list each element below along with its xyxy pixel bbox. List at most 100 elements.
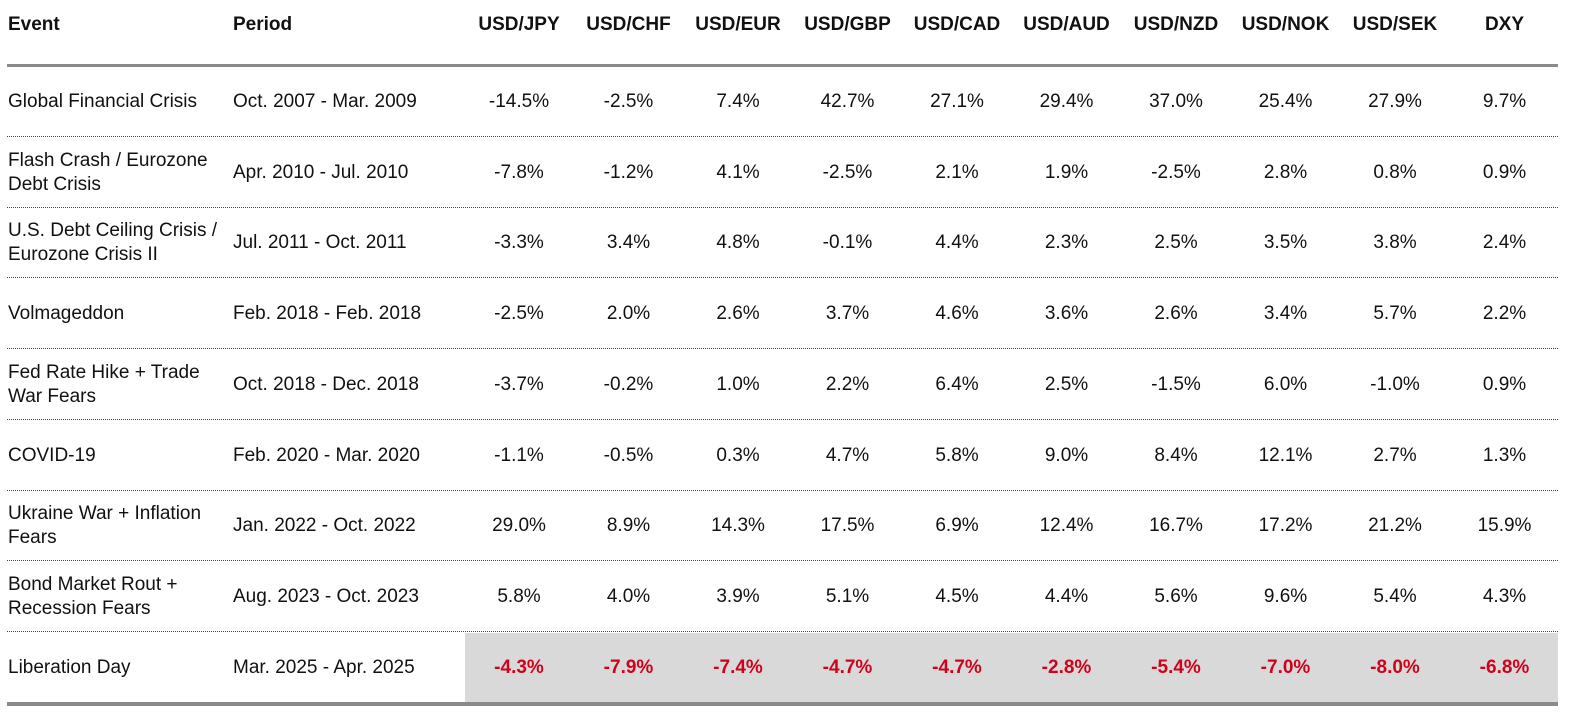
table-cell: Fed Rate Hike + Trade War Fears	[8, 361, 200, 407]
table-cell: 42.7%	[820, 91, 875, 112]
row-divider	[7, 630, 1558, 632]
column-header: USD/CHF	[586, 14, 671, 35]
highlight-band	[465, 632, 1558, 702]
table-cell: -6.8%	[1479, 656, 1530, 678]
table-cell: 2.2%	[825, 373, 870, 395]
table-cell: Jul. 2011 - Oct. 2011	[233, 232, 407, 254]
table-cell: -1.1%	[494, 444, 544, 466]
table-cell: 2.0%	[606, 303, 651, 325]
table-cell: 1.9%	[1044, 161, 1089, 183]
table-cell: 4.3%	[1482, 585, 1527, 607]
table-cell: 6.0%	[1263, 373, 1308, 395]
row-divider	[7, 418, 1558, 420]
column-header: USD/GBP	[804, 14, 891, 35]
column-header: USD/NOK	[1241, 14, 1330, 35]
table-cell: 9.6%	[1263, 585, 1308, 607]
table-cell: 3.4%	[1263, 303, 1308, 325]
table-cell: 5.4%	[1373, 585, 1417, 607]
table-cell: 17.2%	[1258, 515, 1313, 537]
table-cell: Bond Market Rout + Recession Fears	[8, 573, 178, 619]
table-cell: -3.3%	[494, 232, 544, 254]
table-cell: Ukraine War + Inflation Fears	[8, 503, 202, 549]
table-cell: 17.5%	[820, 515, 875, 537]
table-cell: 8.9%	[606, 515, 651, 537]
table-cell: -2.5%	[494, 303, 544, 325]
table-cell: 3.4%	[606, 232, 651, 254]
table-cell: 4.8%	[716, 232, 760, 254]
table-cell: 2.6%	[716, 303, 760, 325]
table-cell: 3.6%	[1044, 303, 1089, 325]
table-cell: -7.9%	[603, 656, 654, 678]
table-cell: 7.4%	[716, 91, 760, 112]
table-cell: 5.7%	[1373, 303, 1417, 325]
table-cell: 2.5%	[1044, 373, 1089, 395]
table-cell: Oct. 2007 - Mar. 2009	[233, 91, 417, 112]
table-cell: 2.8%	[1263, 161, 1308, 183]
column-header: Event	[8, 14, 60, 35]
column-header: USD/EUR	[695, 14, 781, 35]
table-cell: -0.5%	[603, 444, 654, 466]
table-cell: -1.2%	[603, 161, 654, 183]
table-cell: 4.0%	[606, 585, 651, 607]
column-header: DXY	[1484, 14, 1525, 35]
bottom-rule	[7, 701, 1558, 706]
table-cell: Liberation Day	[8, 656, 131, 678]
row-divider	[7, 489, 1558, 491]
table-cell: 3.5%	[1263, 232, 1308, 254]
table-cell: 15.9%	[1477, 515, 1532, 537]
table-cell: 4.1%	[716, 161, 760, 183]
table-cell: -3.7%	[494, 373, 544, 395]
table-cell: 25.4%	[1258, 91, 1313, 112]
table-cell: -8.0%	[1370, 656, 1420, 678]
table-cell: 6.9%	[935, 515, 979, 537]
table-cell: -4.3%	[494, 656, 544, 678]
column-header: USD/AUD	[1023, 14, 1110, 35]
table-cell: 12.4%	[1039, 515, 1094, 537]
column-header: USD/JPY	[478, 14, 560, 35]
table-cell: Apr. 2010 - Jul. 2010	[233, 161, 409, 183]
table-cell: 12.1%	[1258, 444, 1313, 466]
table-cell: 5.6%	[1154, 585, 1198, 607]
table-cell: 27.9%	[1368, 91, 1422, 112]
row-divider	[7, 206, 1558, 208]
table-cell: 3.7%	[825, 303, 870, 325]
table-cell: -7.0%	[1260, 656, 1311, 678]
table-cell: 21.2%	[1368, 515, 1422, 537]
table-cell: 4.5%	[935, 585, 979, 607]
table-cell: Feb. 2018 - Feb. 2018	[233, 303, 422, 325]
table-cell: -2.5%	[1151, 161, 1201, 183]
table-cell: 3.9%	[716, 585, 760, 607]
table-cell: 37.0%	[1149, 91, 1203, 112]
table-cell: 9.0%	[1044, 444, 1089, 466]
table-cell: 2.2%	[1482, 303, 1527, 325]
header-rule	[7, 64, 1558, 67]
table-cell: 4.4%	[935, 232, 979, 254]
table-cell: Feb. 2020 - Mar. 2020	[233, 444, 420, 466]
table-cell: 5.8%	[497, 585, 541, 607]
table-cell: Flash Crash / Eurozone Debt Crisis	[8, 149, 208, 195]
column-header: USD/SEK	[1352, 14, 1438, 35]
table-cell: Global Financial Crisis	[8, 91, 198, 112]
table-cell: -7.4%	[713, 656, 763, 678]
column-header: Period	[233, 14, 293, 35]
column-header: USD/NZD	[1133, 14, 1219, 35]
table-cell: -7.8%	[494, 161, 544, 183]
table-cell: 6.4%	[935, 373, 979, 395]
table-cell: 8.4%	[1154, 444, 1198, 466]
table-cell: 2.4%	[1482, 232, 1527, 254]
table-cell: Oct. 2018 - Dec. 2018	[233, 373, 419, 395]
table-cell: -1.0%	[1370, 373, 1420, 395]
table-cell: 5.1%	[825, 585, 870, 607]
table-cell: 1.3%	[1482, 444, 1527, 466]
table-cell: 2.5%	[1154, 232, 1198, 254]
row-divider	[7, 560, 1558, 562]
table-cell: U.S. Debt Ceiling Crisis / Eurozone Cris…	[8, 220, 218, 266]
table-cell: -2.5%	[822, 161, 873, 183]
table-cell: 16.7%	[1149, 515, 1203, 537]
table-cell: 14.3%	[711, 515, 765, 537]
table-cell: COVID-19	[8, 444, 96, 466]
column-header: USD/CAD	[913, 14, 1001, 35]
table-cell: -2.5%	[603, 91, 654, 112]
row-divider	[7, 136, 1558, 137]
